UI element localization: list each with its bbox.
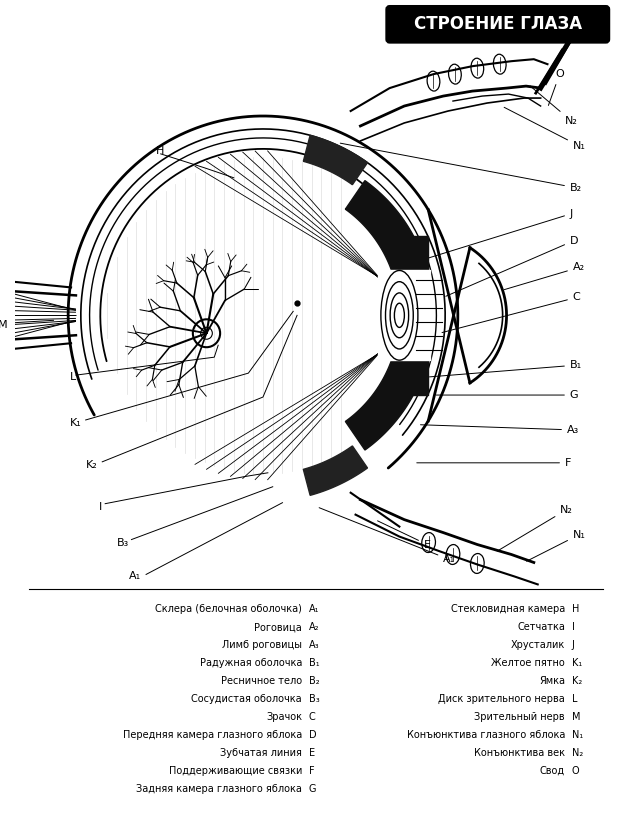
- Text: A₁: A₁: [129, 572, 141, 581]
- Text: Зрительный нерв: Зрительный нерв: [474, 712, 565, 722]
- Text: J: J: [572, 640, 574, 650]
- Text: E: E: [378, 521, 431, 550]
- Text: A₃: A₃: [309, 640, 319, 650]
- Text: Ямка: Ямка: [539, 676, 565, 686]
- Text: Роговица: Роговица: [254, 622, 302, 632]
- Text: Поддерживающие связки: Поддерживающие связки: [168, 766, 302, 776]
- Text: K₁: K₁: [572, 658, 582, 668]
- Text: L: L: [70, 372, 76, 382]
- Text: Диск зрительного нерва: Диск зрительного нерва: [438, 694, 565, 704]
- Text: B₁: B₁: [309, 658, 319, 668]
- Text: Передняя камера глазного яблока: Передняя камера глазного яблока: [123, 730, 302, 740]
- Text: G: G: [309, 784, 316, 794]
- Text: Свод: Свод: [540, 766, 565, 776]
- Text: B₂: B₂: [340, 143, 582, 192]
- Text: O: O: [572, 766, 579, 776]
- Text: Сетчатка: Сетчатка: [517, 622, 565, 632]
- Text: I: I: [99, 502, 103, 512]
- Text: N₂: N₂: [530, 86, 578, 126]
- Text: A₂: A₂: [504, 262, 585, 290]
- Text: A₂: A₂: [309, 622, 319, 632]
- Polygon shape: [345, 181, 424, 271]
- Text: D: D: [309, 730, 316, 740]
- Text: A₃: A₃: [420, 425, 579, 435]
- Text: F: F: [417, 458, 571, 468]
- Text: A₁: A₁: [319, 508, 456, 564]
- Text: B₂: B₂: [309, 676, 319, 686]
- Polygon shape: [303, 446, 368, 495]
- Text: N₁: N₁: [572, 730, 583, 740]
- Text: H: H: [156, 146, 164, 156]
- Text: K₂: K₂: [85, 459, 97, 470]
- Text: H: H: [572, 604, 579, 614]
- Text: N₂: N₂: [572, 748, 583, 758]
- Text: L: L: [572, 694, 578, 704]
- Polygon shape: [303, 135, 368, 185]
- Text: E: E: [309, 748, 315, 758]
- Text: F: F: [309, 766, 314, 776]
- Text: C: C: [442, 292, 581, 333]
- Text: Задняя камера глазного яблока: Задняя камера глазного яблока: [136, 784, 302, 794]
- Text: Сосудистая оболочка: Сосудистая оболочка: [191, 694, 302, 704]
- Text: M: M: [0, 320, 7, 330]
- Text: Склера (белочная оболочка): Склера (белочная оболочка): [155, 604, 302, 614]
- Text: A₁: A₁: [309, 604, 319, 614]
- Polygon shape: [345, 360, 424, 450]
- Text: N₁: N₁: [504, 107, 586, 151]
- Text: J: J: [407, 209, 573, 265]
- Text: B₃: B₃: [117, 537, 129, 548]
- Text: Хрусталик: Хрусталик: [511, 640, 565, 650]
- Text: Зубчатая линия: Зубчатая линия: [220, 748, 302, 758]
- Text: Лимб роговицы: Лимб роговицы: [222, 640, 302, 650]
- Text: Ресничное тело: Ресничное тело: [221, 676, 302, 686]
- Text: Конъюнктива глазного яблока: Конъюнктива глазного яблока: [407, 730, 565, 740]
- Text: Зрачок: Зрачок: [266, 712, 302, 722]
- Text: B₃: B₃: [309, 694, 319, 704]
- Text: I: I: [572, 622, 574, 632]
- Text: K₁: K₁: [70, 418, 82, 428]
- Text: СТРОЕНИЕ ГЛАЗА: СТРОЕНИЕ ГЛАЗА: [413, 16, 582, 34]
- Text: D: D: [446, 236, 578, 296]
- Text: O: O: [548, 69, 564, 106]
- FancyBboxPatch shape: [387, 7, 609, 43]
- Text: K₂: K₂: [572, 676, 582, 686]
- Text: M: M: [572, 712, 581, 722]
- Text: N₁: N₁: [527, 530, 586, 561]
- Text: Радужная оболочка: Радужная оболочка: [199, 658, 302, 668]
- Text: C: C: [309, 712, 316, 722]
- Text: B₁: B₁: [430, 360, 582, 377]
- Text: N₂: N₂: [497, 505, 573, 551]
- Text: G: G: [436, 390, 579, 400]
- Text: Стекловидная камера: Стекловидная камера: [451, 604, 565, 614]
- Text: Конъюнктива век: Конъюнктива век: [474, 748, 565, 758]
- Text: Желтое пятно: Желтое пятно: [491, 658, 565, 668]
